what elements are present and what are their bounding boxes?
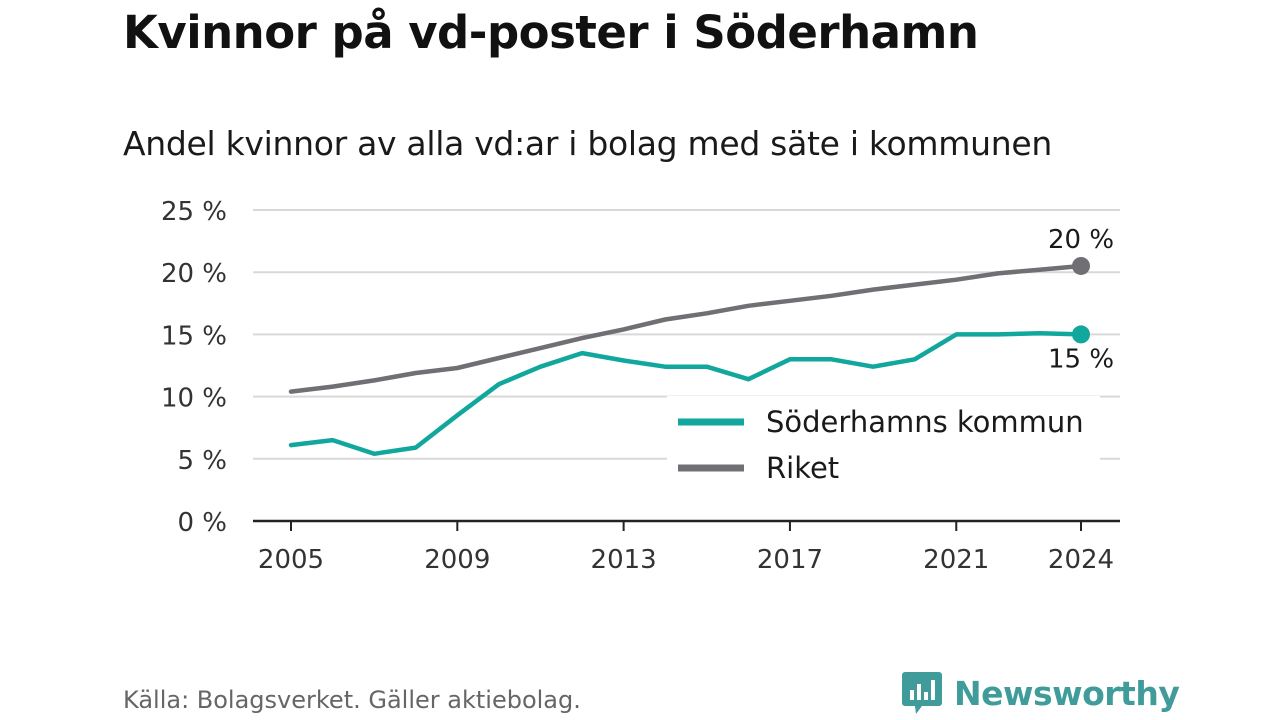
end-point-marker bbox=[1072, 256, 1090, 275]
brand-name: Newsworthy bbox=[954, 673, 1180, 713]
y-tick-label: 15 % bbox=[161, 321, 227, 351]
end-labels: 15 % 20 % bbox=[1048, 225, 1114, 374]
axes: 0 % 5 % 10 % 15 % 20 % 25 % 2005 2009 2013 2017 20… bbox=[161, 197, 1120, 575]
y-tick-label: 5 % bbox=[177, 446, 227, 476]
x-tick-label: 2009 bbox=[424, 545, 490, 575]
legend-label: Riket bbox=[766, 451, 839, 485]
x-tick-label: 2017 bbox=[757, 545, 823, 575]
y-tick-label: 0 % bbox=[177, 508, 227, 538]
x-tick-label: 2024 bbox=[1048, 545, 1114, 575]
x-tick-label: 2013 bbox=[591, 545, 657, 575]
x-tick-label: 2021 bbox=[923, 545, 989, 575]
bar-chart-speech-bubble-icon bbox=[902, 672, 942, 714]
line-chart: 0 % 5 % 10 % 15 % 20 % 25 % 2005 2009 2013 2017 20… bbox=[161, 197, 1120, 575]
legend-label: Söderhamns kommun bbox=[766, 405, 1084, 439]
chart-subtitle: Andel kvinnor av alla vd:ar i bolag med … bbox=[123, 124, 1052, 163]
source-note: Källa: Bolagsverket. Gäller aktiebolag. bbox=[123, 686, 581, 714]
y-tick-label: 25 % bbox=[161, 197, 227, 227]
x-tick-label: 2005 bbox=[258, 545, 324, 575]
series-line bbox=[288, 263, 1084, 394]
chart-title: Kvinnor på vd-poster i Söderhamn bbox=[123, 6, 979, 59]
series-line bbox=[288, 330, 1084, 457]
y-tick-label: 10 % bbox=[161, 384, 227, 414]
y-tick-label: 20 % bbox=[161, 259, 227, 289]
legend-background bbox=[667, 396, 1100, 462]
series-lines bbox=[288, 256, 1090, 457]
legend: Söderhamns kommun Riket bbox=[667, 396, 1100, 485]
end-point-marker bbox=[1072, 325, 1090, 344]
end-value-label: 15 % bbox=[1048, 344, 1114, 374]
end-value-label: 20 % bbox=[1048, 225, 1114, 255]
brand-logo[interactable]: Newsworthy bbox=[902, 670, 1180, 716]
